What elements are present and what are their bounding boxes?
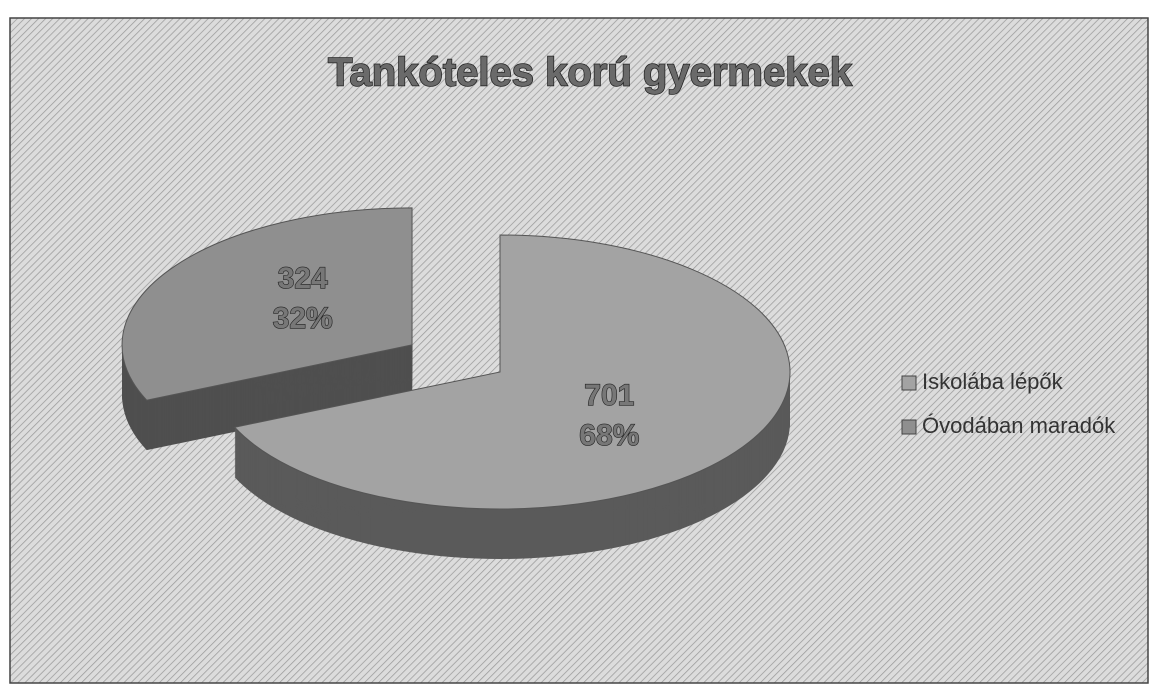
legend-label: Óvodában maradók [922,413,1116,438]
legend-swatch [901,419,917,435]
data-label: 701 [584,379,634,412]
data-label-percent: 32% [273,302,333,335]
data-label: 324 [278,262,328,295]
legend-label: Iskolába lépők [922,369,1064,394]
slice [233,234,791,510]
chart-title: Tankóteles korú gyermekek [328,51,853,95]
legend-swatch [901,375,917,391]
slice [121,207,413,401]
data-label-percent: 68% [579,419,639,452]
